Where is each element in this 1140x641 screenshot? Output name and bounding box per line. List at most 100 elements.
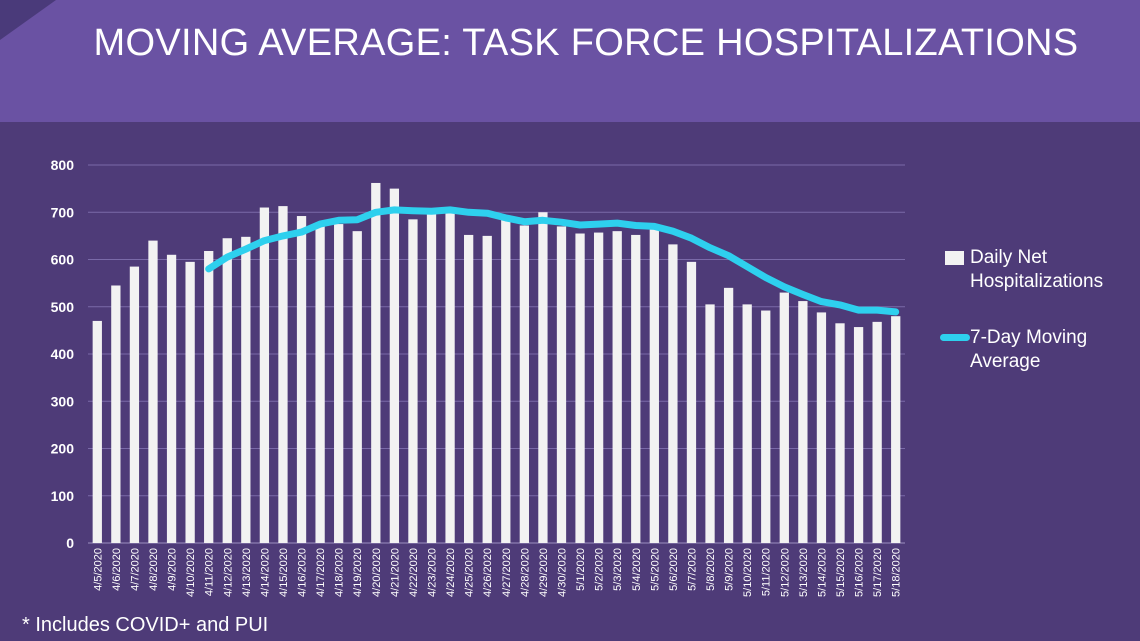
bar [538,212,548,543]
bar [853,327,864,543]
x-tick-label: 4/8/2020 [148,548,160,591]
x-tick-label: 5/9/2020 [724,548,736,591]
x-tick-label: 4/11/2020 [204,548,216,596]
x-tick-label: 5/12/2020 [779,548,791,597]
x-tick-label: 5/11/2020 [761,548,773,596]
x-tick-label: 5/5/2020 [649,548,661,591]
header-banner: MOVING AVERAGE: TASK FORCE HOSPITALIZATI… [0,0,1140,122]
x-tick-label: 4/22/2020 [408,548,420,597]
x-tick-label: 4/12/2020 [222,548,234,597]
bar [278,206,288,544]
legend-bar-swatch [945,251,964,265]
x-tick-label: 4/16/2020 [297,548,309,597]
bar [241,236,251,543]
x-tick-label: 4/30/2020 [556,548,568,597]
bar [204,250,214,543]
bar [92,320,102,543]
bar [464,234,474,543]
x-tick-label: 4/17/2020 [315,548,327,597]
x-tick-label: 5/13/2020 [798,548,810,597]
bar [482,235,492,543]
x-tick-label: 4/15/2020 [278,548,290,597]
x-tick-label: 4/21/2020 [389,548,401,597]
bar [779,292,789,543]
bar [835,323,845,543]
footnote: * Includes COVID+ and PUI [22,614,269,636]
x-tick-label: 5/4/2020 [631,548,643,591]
legend-label-daily: Daily Net Hospitalizations [970,247,1104,292]
bar [445,210,455,543]
bar [686,261,697,543]
bar [816,312,827,543]
x-tick-label: 5/17/2020 [872,548,884,597]
bar [222,238,232,544]
bar [798,301,808,543]
x-tick-label: 4/7/2020 [129,548,141,591]
x-tick-label: 4/20/2020 [371,548,383,597]
y-tick-label: 500 [51,299,75,315]
bar [426,212,437,543]
x-tick-label: 4/28/2020 [519,548,531,597]
x-tick-label: 4/6/2020 [111,548,123,591]
x-tick-label: 4/26/2020 [482,548,494,597]
bar [296,216,307,543]
x-tick-label: 5/14/2020 [816,548,828,597]
x-tick-label: 4/14/2020 [259,548,271,597]
legend-label-average: 7-Day Moving Average [970,327,1088,372]
x-tick-label: 5/3/2020 [612,548,624,591]
bar [334,224,344,543]
bar [556,226,567,544]
x-tick-label: 4/18/2020 [334,548,346,597]
page-title: MOVING AVERAGE: TASK FORCE HOSPITALIZATI… [93,22,1079,64]
x-tick-label: 4/23/2020 [427,548,439,597]
x-tick-label: 5/10/2020 [742,548,754,597]
bar [408,219,418,543]
x-tick-label: 4/19/2020 [352,548,364,597]
bar [742,304,752,543]
y-tick-label: 700 [51,204,75,220]
x-tick-label: 5/18/2020 [891,548,903,597]
bar [259,207,270,543]
x-tick-label: 4/24/2020 [445,548,457,597]
legend-line-swatch [940,334,970,341]
x-tick-label: 5/1/2020 [575,548,587,591]
bar [111,285,121,543]
x-tick-label: 4/29/2020 [538,548,550,597]
bar [705,304,715,543]
bar [148,240,158,543]
x-tick-label: 4/9/2020 [167,548,179,591]
bar [315,225,325,543]
x-tick-label: 5/6/2020 [668,548,680,591]
y-tick-label: 600 [51,252,75,268]
moving-average-line [205,206,900,316]
x-tick-label: 5/15/2020 [835,548,847,597]
bar [649,228,659,543]
x-tick-label: 5/7/2020 [686,548,698,591]
x-tick-label: 4/13/2020 [241,548,253,597]
corner-decoration [0,0,56,40]
bar [575,233,585,543]
x-tick-label: 4/5/2020 [92,548,104,591]
bar [371,182,381,543]
y-tick-label: 400 [51,346,75,362]
y-tick-label: 100 [51,488,75,504]
bar [389,188,400,543]
bar [352,231,362,543]
x-tick-label: 4/10/2020 [185,548,197,597]
x-tick-label: 5/8/2020 [705,548,717,591]
y-tick-label: 300 [51,393,75,409]
bar [185,261,195,543]
bar [761,310,771,543]
x-tick-label: 4/25/2020 [464,548,476,597]
chart: 0 100 200 300 400 500 600 700 800 4/5/2020 4/6/202… [51,157,905,597]
bar [519,225,529,543]
bar [593,232,604,543]
bar [166,254,177,543]
bar [723,287,734,543]
bar [872,321,882,543]
bar [891,316,901,543]
y-tick-label: 200 [51,441,75,457]
bar [501,219,511,543]
bar [668,244,678,543]
bar [612,231,622,543]
